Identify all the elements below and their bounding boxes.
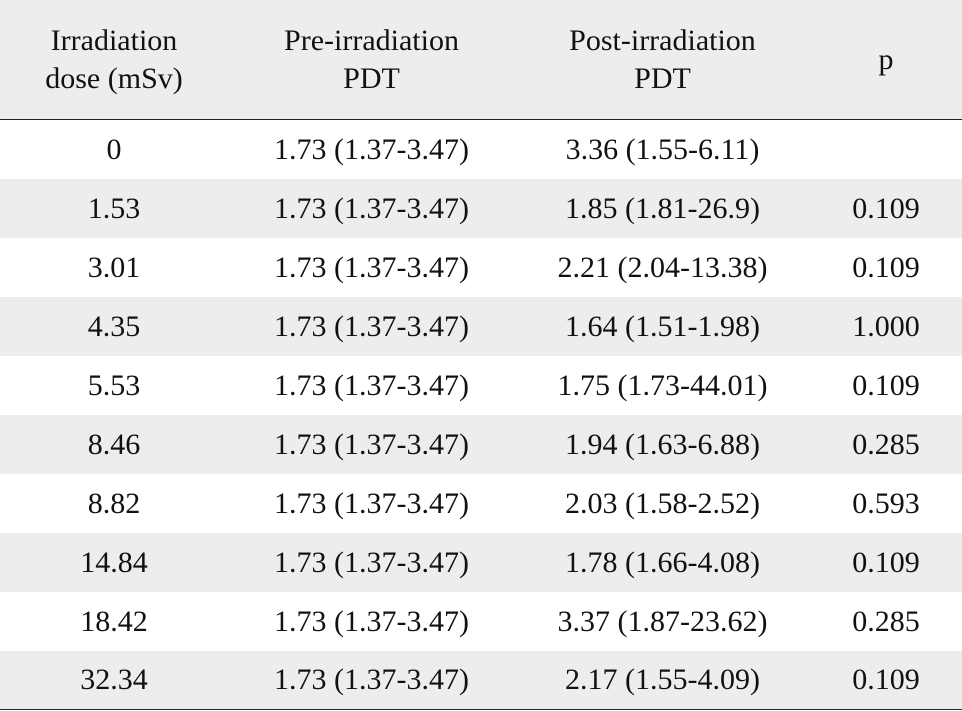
table-cell: 1.73 (1.37-3.47) [274, 368, 469, 402]
header-line: Post-irradiation [569, 23, 756, 57]
table-cell: 1.73 (1.37-3.47) [274, 604, 469, 638]
table-cell: 5.53 [87, 368, 141, 402]
table-row: 1.53 1.73 (1.37-3.47) 1.85 (1.81-26.9) 0.10… [0, 179, 962, 238]
table-cell: 0.285 [852, 427, 920, 461]
table-cell: 1.85 (1.81-26.9) [565, 191, 760, 225]
header-line: Pre-irradiation [284, 23, 459, 57]
table-cell: 0.285 [852, 604, 920, 638]
table-row: 0 1.73 (1.37-3.47) 3.36 (1.55-6.11) [0, 120, 962, 179]
table-cell: 1.73 (1.37-3.47) [274, 309, 469, 343]
table-cell: 0.109 [852, 663, 920, 696]
header-line: PDT [343, 61, 400, 95]
table-cell: 1.73 (1.37-3.47) [274, 132, 469, 166]
table-row: 4.35 1.73 (1.37-3.47) 1.64 (1.51-1.98) 1.00… [0, 297, 962, 356]
table-row: 8.46 1.73 (1.37-3.47) 1.94 (1.63-6.88) 0.28… [0, 415, 962, 474]
table-cell: 18.42 [80, 604, 148, 638]
table-row: 18.42 1.73 (1.37-3.47) 3.37 (1.87-23.62) 0.… [0, 592, 962, 651]
table-cell: 1.73 (1.37-3.47) [274, 486, 469, 520]
table-row: 32.34 1.73 (1.37-3.47) 2.17 (1.55-4.09) 0.1… [0, 651, 962, 710]
table-cell: 3.01 [87, 250, 141, 284]
header-line: PDT [634, 61, 691, 95]
table-cell: 0.109 [852, 545, 920, 579]
header-cell: Irradiation dose (mSv) [0, 22, 228, 98]
table-cell: 32.34 [80, 663, 148, 696]
table-cell: 4.35 [87, 309, 141, 343]
table-row: 14.84 1.73 (1.37-3.47) 1.78 (1.66-4.08) 0.1… [0, 533, 962, 592]
table-cell: 1.73 (1.37-3.47) [274, 191, 469, 225]
header-line: p [878, 42, 894, 76]
table-row: 8.82 1.73 (1.37-3.47) 2.03 (1.58-2.52) 0.59… [0, 474, 962, 533]
header-cell: Post-irradiation PDT [515, 22, 810, 98]
table-row: 5.53 1.73 (1.37-3.47) 1.75 (1.73-44.01) 0.1… [0, 356, 962, 415]
table-cell: 2.03 (1.58-2.52) [565, 486, 760, 520]
table-cell: 0 [106, 132, 122, 166]
table-cell: 3.37 (1.87-23.62) [557, 604, 768, 638]
table-cell: 8.82 [87, 486, 141, 520]
table-cell: 1.53 [87, 191, 141, 225]
table-cell: 1.73 (1.37-3.47) [274, 250, 469, 284]
header-cell: Pre-irradiation PDT [228, 22, 515, 98]
table-cell: 1.94 (1.63-6.88) [565, 427, 760, 461]
table-cell: 0.593 [852, 486, 920, 520]
table-cell: 1.73 (1.37-3.47) [274, 545, 469, 579]
table-cell: 0.109 [852, 368, 920, 402]
header-line: dose (mSv) [45, 61, 183, 95]
table-cell: 1.78 (1.66-4.08) [565, 545, 760, 579]
table-cell: 2.17 (1.55-4.09) [565, 663, 760, 696]
table-cell: 3.36 (1.55-6.11) [565, 132, 760, 166]
header-line: Irradiation [50, 23, 178, 57]
table-cell: 1.75 (1.73-44.01) [557, 368, 768, 402]
table-cell: 1.000 [852, 309, 920, 343]
table-cell: 14.84 [80, 545, 148, 579]
header-row: Irradiation dose (mSv) Pre-irradiation PDT P… [0, 0, 962, 120]
table-cell: 0.109 [852, 250, 920, 284]
table-cell: 0.109 [852, 191, 920, 225]
header-cell: p [810, 41, 962, 79]
table-cell: 1.64 (1.51-1.98) [565, 309, 760, 343]
table-cell: 8.46 [87, 427, 141, 461]
table-cell: 2.21 (2.04-13.38) [557, 250, 768, 284]
table-row: 3.01 1.73 (1.37-3.47) 2.21 (2.04-13.38) 0.1… [0, 238, 962, 297]
table-cell: 1.73 (1.37-3.47) [274, 663, 469, 696]
table-cell: 1.73 (1.37-3.47) [274, 427, 469, 461]
